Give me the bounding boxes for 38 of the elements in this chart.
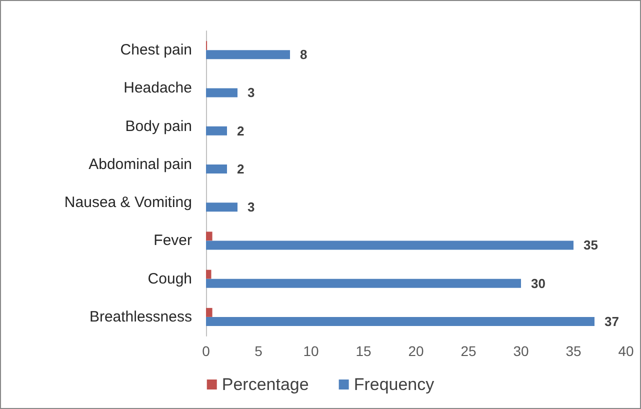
x-tick-label: 0	[202, 343, 210, 359]
x-tick-label: 15	[356, 343, 372, 359]
y-tick-label: Nausea & Vomiting	[64, 194, 192, 212]
legend-label: Percentage	[222, 375, 309, 394]
data-label: 37	[604, 314, 619, 329]
bar	[206, 88, 238, 98]
bar	[206, 270, 212, 279]
bar	[206, 308, 212, 317]
x-tick-label: 20	[408, 343, 424, 359]
y-tick-label: Cough	[148, 270, 192, 288]
data-label: 30	[531, 276, 546, 291]
bar	[206, 278, 521, 288]
x-tick-label: 35	[566, 343, 582, 359]
data-label: 8	[300, 47, 308, 62]
data-label: 2	[237, 161, 244, 176]
data-label: 35	[584, 238, 598, 253]
bar	[206, 126, 227, 136]
bar	[206, 164, 227, 174]
y-tick-label: Headache	[124, 80, 192, 97]
bar	[206, 316, 594, 326]
bar	[206, 232, 212, 241]
x-tick-label: 25	[460, 343, 476, 359]
y-tick-label: Fever	[154, 232, 192, 250]
x-tick-label: 10	[303, 343, 319, 359]
bar	[206, 50, 290, 60]
x-tick-label: 5	[254, 343, 263, 359]
bar	[206, 240, 574, 250]
y-tick-label: Abdominal pain	[88, 156, 192, 173]
x-tick-label: 30	[513, 343, 529, 359]
legend-label: Frequency	[354, 375, 435, 394]
y-tick-label: Breathlessness	[89, 308, 192, 326]
y-tick-label: Chest pain	[120, 42, 192, 59]
x-tick-label: 40	[618, 343, 634, 359]
bar	[206, 202, 238, 212]
y-tick-label: Body pain	[125, 118, 192, 135]
data-label: 3	[248, 85, 255, 100]
data-label: 3	[248, 200, 255, 215]
data-label: 2	[237, 123, 244, 138]
